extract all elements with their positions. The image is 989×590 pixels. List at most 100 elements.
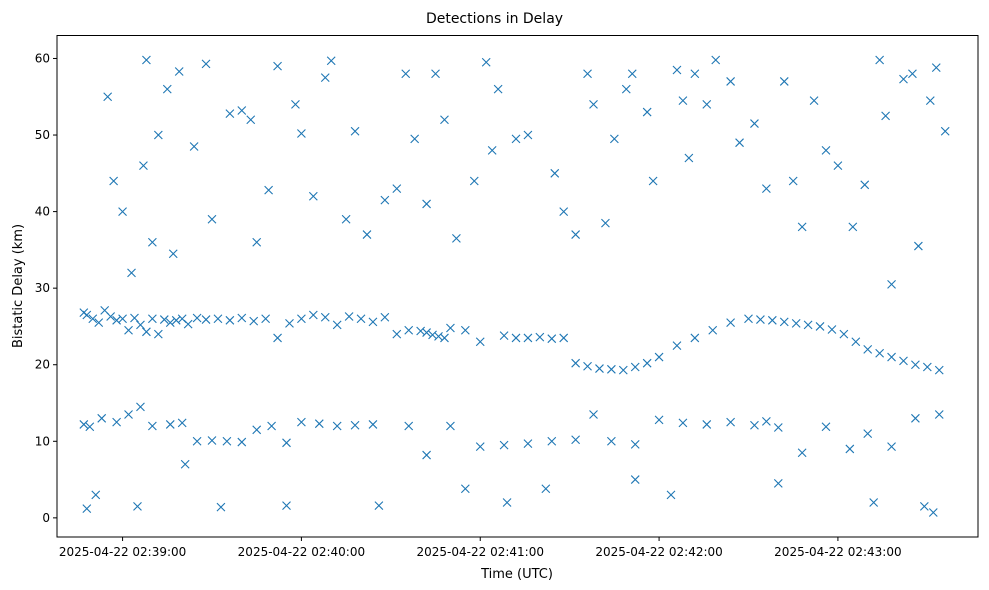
data-point [940,126,950,136]
data-point [130,313,139,323]
data-point [332,320,342,330]
x-tick-label: 2025-04-22 02:41:00 [417,545,544,559]
data-point [860,180,870,190]
data-point [165,318,175,328]
data-point [678,418,688,428]
data-point [201,315,211,324]
data-point [744,314,753,324]
data-point [547,436,557,446]
x-axis: 2025-04-22 02:39:00 2025-04-22 02:40:00 20… [59,537,902,559]
data-point [767,315,777,325]
data-point [845,444,855,454]
data-point [863,429,873,439]
data-point [362,230,372,239]
data-point [165,420,175,429]
data-point [899,74,908,84]
data-point [523,333,533,343]
data-point [875,348,885,358]
data-point [821,422,831,432]
data-point [392,184,402,194]
data-point [642,107,652,117]
data-point [761,416,771,426]
data-point [320,73,330,82]
data-point [887,279,896,289]
data-point [928,508,938,517]
data-point [583,361,592,371]
data-point [225,315,235,325]
data-point [249,316,259,326]
data-point [815,322,825,331]
data-point [627,69,637,79]
data-point [499,440,509,450]
data-point [475,337,485,347]
data-point [887,352,896,362]
data-point [216,502,226,512]
data-point [559,333,569,343]
data-point [750,420,759,430]
data-point [773,479,783,488]
data-point [264,185,274,195]
data-point [297,417,306,427]
data-point [246,115,256,125]
data-point [422,450,431,460]
data-point [571,435,581,445]
data-point [297,314,306,324]
data-point [869,498,879,507]
data-point [174,67,184,76]
data-point [106,312,116,321]
data-point [511,333,521,343]
data-point [201,59,211,69]
data-point [222,436,232,446]
data-point [809,96,819,105]
data-point [112,417,122,427]
y-axis-label: Bistatic Delay (km) [11,224,26,348]
data-point [797,222,807,232]
data-point [648,176,658,186]
data-point [630,439,640,449]
data-point [428,330,437,340]
data-point [79,420,89,429]
data-point [189,142,199,151]
data-point [380,195,390,205]
data-point [97,413,107,423]
data-point [523,439,533,448]
data-point [502,498,512,507]
data-point [431,69,440,79]
data-point [621,84,631,94]
data-point [142,55,151,65]
data-point [934,410,944,419]
data-point [606,436,616,446]
data-point [779,317,789,327]
data-point [589,100,598,109]
data-point [124,325,133,335]
y-tick-label: 40 [35,205,50,219]
data-point [666,490,676,500]
data-point [252,425,262,435]
data-point [654,415,664,425]
data-point [535,332,545,342]
data-point [523,130,533,140]
chart-title: Detections in Delay [426,11,563,27]
data-point [350,126,360,136]
data-point [374,501,384,510]
data-point [177,418,187,428]
data-point [595,364,604,373]
data-point [168,249,178,259]
data-point [147,421,157,431]
data-point [863,345,873,354]
data-point [136,402,145,412]
data-point [931,63,941,73]
data-point [368,317,378,327]
data-point [118,314,127,324]
data-point [261,314,271,324]
data-point [833,161,843,171]
data-point [911,413,920,423]
data-point [153,130,163,140]
data-point [147,237,157,247]
data-point [761,184,771,194]
data-point [404,325,414,335]
data-point [171,315,181,325]
data-point [308,191,318,201]
data-point [124,410,133,419]
